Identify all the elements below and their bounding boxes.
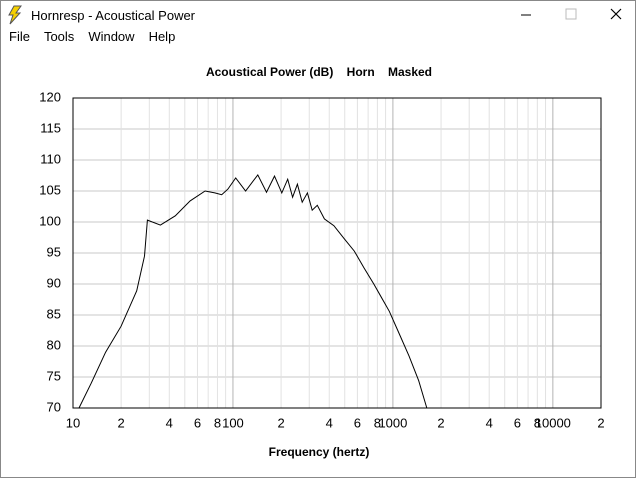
y-tick-label: 115: [40, 120, 61, 135]
x-tick-label: 10000: [535, 415, 571, 430]
y-tick-label: 95: [47, 244, 61, 259]
menu-bar: File Tools Window Help: [1, 29, 635, 47]
x-tick-label: 100: [222, 415, 244, 430]
x-tick-label: 2: [437, 415, 444, 430]
x-tick-label: 8: [374, 415, 381, 430]
x-tick-label: 1000: [378, 415, 407, 430]
x-axis-label: Frequency (hertz): [269, 445, 370, 459]
x-tick-label: 4: [326, 415, 333, 430]
y-tick-label: 80: [47, 337, 61, 352]
x-tick-label: 2: [597, 415, 604, 430]
x-tick-label: 6: [354, 415, 361, 430]
x-tick-label: 6: [194, 415, 201, 430]
y-tick-label: 120: [39, 89, 61, 104]
maximize-button[interactable]: [565, 8, 577, 20]
y-tick-label: 75: [47, 368, 61, 383]
window-title: Hornresp - Acoustical Power: [31, 7, 196, 23]
close-button[interactable]: [610, 8, 622, 20]
menu-item[interactable]: Help: [148, 29, 176, 44]
y-tick-label: 90: [47, 275, 61, 290]
app-icon: [8, 5, 22, 25]
x-tick-label: 8: [534, 415, 541, 430]
x-tick-label: 2: [277, 415, 284, 430]
window-controls: [521, 8, 622, 20]
x-tick-label: 2: [118, 415, 125, 430]
y-tick-label: 105: [39, 182, 61, 197]
x-tick-label: 6: [514, 415, 521, 430]
y-tick-label: 85: [47, 306, 61, 321]
x-tick-label: 4: [486, 415, 493, 430]
plot-frame: [72, 97, 602, 409]
x-tick-label: 4: [166, 415, 173, 430]
y-tick-label: 110: [40, 151, 61, 166]
chart-title: Acoustical Power (dB) Horn Masked: [206, 65, 432, 79]
menu-item[interactable]: Tools: [43, 29, 75, 44]
menu-item[interactable]: File: [9, 29, 30, 44]
x-tick-label: 10: [66, 415, 80, 430]
y-tick-label: 70: [47, 399, 61, 414]
y-tick-label: 100: [39, 213, 61, 228]
x-tick-label: 8: [214, 415, 221, 430]
menu-item[interactable]: Window: [88, 29, 135, 44]
chart: Acoustical Power (dB) Horn Masked Freque…: [39, 65, 604, 459]
power-curve: [78, 173, 428, 409]
title-bar: Hornresp - Acoustical Power: [1, 1, 635, 29]
